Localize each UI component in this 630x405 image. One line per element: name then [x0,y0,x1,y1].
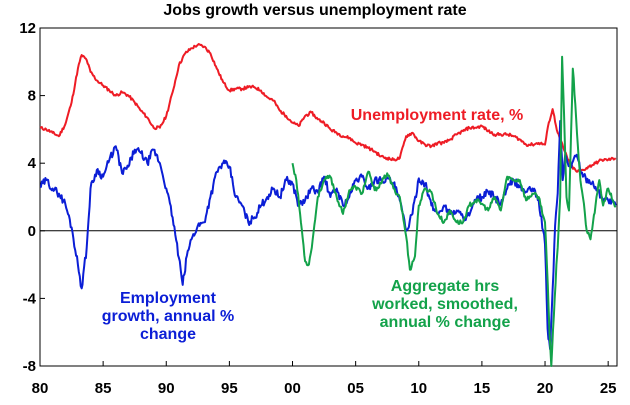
x-tick-label: 85 [95,380,112,397]
y-tick-label: 12 [19,20,36,37]
annotation-hours: Aggregate hrs worked, smoothed, annual % c… [371,278,518,331]
x-tick-label: 90 [158,380,175,397]
y-tick-label: -8 [23,358,36,375]
annotation-line: change [140,326,196,343]
series-line-unemployment [39,43,617,173]
y-tick-label: 4 [28,155,37,172]
y-tick-label: 8 [28,88,36,105]
series-layer [39,43,617,367]
x-tick-label: 80 [32,380,49,397]
annotation-line: Unemployment rate, % [351,107,523,124]
x-tick-label: 95 [221,380,238,397]
annotation-line: annual % change [380,314,511,331]
plot-frame [39,27,618,367]
x-tick-label: 25 [600,380,617,397]
chart-title: Jobs growth versus unemployment rate [163,2,467,19]
x-tick-label: 10 [410,380,427,397]
x-tick-label: 15 [474,380,491,397]
x-tick-label: 20 [537,380,554,397]
annotation-line: worked, smoothed, [371,296,518,313]
y-tick-label: -4 [23,290,37,307]
annotation-line: Employment [120,290,217,307]
annotation-layer: Unemployment rate, % Employment growth, an… [102,107,523,343]
annotation-unemployment: Unemployment rate, % [351,107,523,124]
annotation-line: growth, annual % [102,308,234,325]
chart-axes: -8 -4 0 4 8 12 80 85 90 95 00 05 10 15 20 25 [19,20,618,397]
series-line-hours [291,55,617,367]
x-tick-label: 00 [284,380,301,397]
x-tick-label: 05 [347,380,364,397]
y-tick-label: 0 [28,223,36,240]
annotation-employment: Employment growth, annual % change [102,290,234,343]
annotation-line: Aggregate hrs [391,278,500,295]
